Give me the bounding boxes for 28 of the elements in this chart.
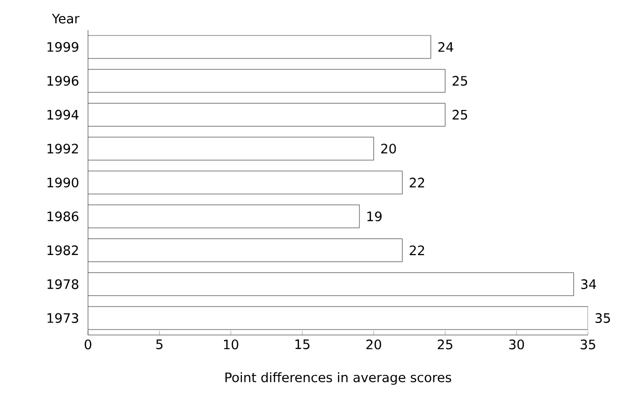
x-tick-label: 25	[438, 340, 452, 350]
x-tick-label: 5	[156, 340, 162, 350]
data-label: 24	[438, 42, 454, 52]
data-label: 19	[367, 211, 382, 222]
x-axis-title: Point differences in average scores	[225, 372, 452, 385]
x-tick-label: 0	[84, 340, 92, 350]
x-tick-label: 20	[366, 340, 382, 350]
y-tick-label: 1982	[48, 245, 78, 256]
y-tick-label: 1978	[48, 279, 78, 290]
y-tick-label: 1990	[48, 178, 78, 188]
data-label: 20	[381, 144, 396, 154]
data-label: 25	[452, 76, 468, 86]
y-tick-label: 1996	[48, 76, 78, 86]
y-tick-label: 1999	[48, 42, 78, 52]
y-tick-label: 1986	[48, 211, 78, 222]
y-tick-label: 1992	[48, 144, 78, 154]
y-axis-title: Year	[52, 14, 80, 24]
data-label: 22	[410, 178, 424, 188]
x-tick-label: 35	[580, 340, 596, 350]
data-label: 34	[581, 279, 596, 290]
data-label: 35	[596, 313, 610, 323]
data-label: 22	[410, 245, 424, 256]
data-label: 25	[452, 110, 468, 120]
x-tick-label: 15	[295, 340, 310, 350]
y-tick-label: 1973	[48, 313, 78, 323]
y-tick-label: 1994	[48, 110, 78, 120]
x-tick-label: 30	[509, 340, 524, 350]
x-tick-label: 10	[224, 340, 238, 350]
